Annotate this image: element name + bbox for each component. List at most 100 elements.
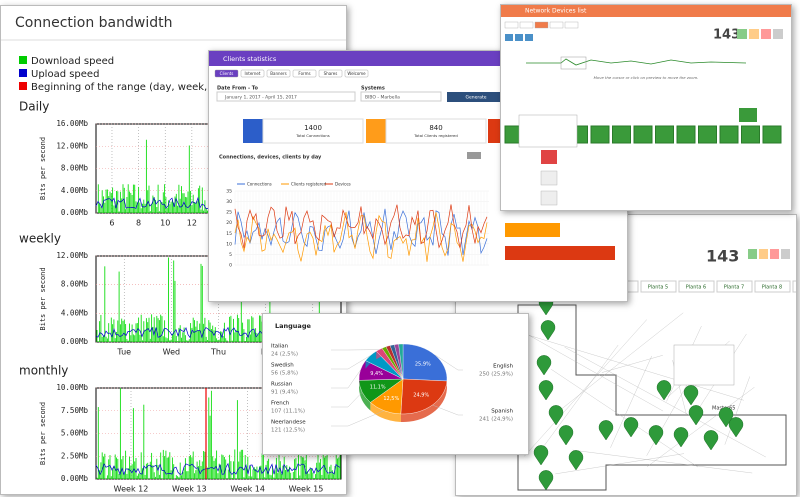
device[interactable] [739,108,757,122]
device[interactable] [590,125,610,144]
wall [524,319,647,457]
wall [520,332,744,401]
tab[interactable] [792,280,796,293]
toolbar-button[interactable] [549,21,564,29]
generate-button[interactable] [447,92,505,102]
title: Language [275,322,311,330]
systems-value: BIBO - Marbella [365,95,400,101]
device[interactable] [655,125,674,144]
stat-label: Total Clients registered [413,133,458,138]
device[interactable] [541,150,557,164]
device[interactable] [719,125,739,144]
popup [673,344,735,386]
stat-box [385,118,487,144]
ap-marker[interactable] [538,470,554,491]
tab[interactable] [240,69,265,78]
stat-icon [488,119,500,143]
x-tick-label: Week 12 [114,485,149,494]
tab-label: Banners [270,71,286,76]
toolbar-button[interactable] [505,34,513,41]
device[interactable] [612,125,631,144]
ap-marker[interactable] [533,445,549,466]
ap-marker[interactable] [656,380,672,401]
wall [610,355,652,448]
ap-marker[interactable] [688,405,704,426]
hint: Move the cursor or click on preview to m… [594,75,699,80]
legend-label: Connections [247,182,272,187]
toolbar-button[interactable] [515,34,523,41]
tab[interactable] [318,69,343,78]
systems-select[interactable] [360,91,442,102]
wall [601,355,663,373]
device[interactable] [540,190,558,206]
floor-outline [517,304,787,491]
device[interactable] [741,125,760,144]
device[interactable] [633,125,653,144]
ap-marker[interactable] [673,427,689,448]
y-tick-label: 16.00Mb [56,119,88,128]
tab[interactable] [266,69,291,78]
date-input[interactable] [216,91,356,102]
toolbar-button[interactable] [504,21,519,29]
ap-marker[interactable] [648,425,664,446]
device[interactable] [676,125,696,144]
stat-box [262,118,364,144]
tab[interactable] [214,69,239,78]
bg-bar [505,223,560,237]
ap-marker[interactable] [623,417,639,438]
legend-name: English [493,364,513,370]
leader [432,404,463,416]
series-line [234,204,488,249]
status [749,29,759,39]
legend-count: 56 (5,8%) [271,371,298,377]
toolbar-button[interactable] [564,21,579,29]
slice [402,343,448,382]
status [759,249,768,259]
x-tick-label: Week 15 [289,485,324,494]
device[interactable] [540,170,558,186]
ap-marker[interactable] [536,355,552,376]
ap-marker[interactable] [568,450,584,471]
tab[interactable] [716,280,753,293]
y-tick-label: 0.00Mb [61,474,89,483]
toolbar-button[interactable] [519,21,534,29]
legend-count: 107 (11,1%) [271,409,305,415]
device[interactable] [762,125,782,144]
tab-label: Clients [220,71,234,76]
tab[interactable] [292,69,317,78]
legend-label: Clients registered [291,182,327,187]
ap-marker[interactable] [548,405,564,426]
header [501,5,791,17]
toolbar-button[interactable] [534,21,549,29]
device[interactable] [698,125,717,144]
y-tick-label: 4.00Mb [61,308,89,317]
menu-button[interactable] [467,152,481,159]
y-tick-label: 0.00Mb [61,337,89,346]
tab-label: Planta 8 [762,285,782,291]
toolbar-button[interactable] [525,34,533,41]
ap-marker[interactable] [558,425,574,446]
ap-marker[interactable] [598,420,614,441]
y-tick-label: 5.00Mb [61,429,89,438]
ap-marker[interactable] [538,380,554,401]
slice-label: 12,5% [383,396,399,402]
y-tick-label: 0.00Mb [61,208,89,217]
tab[interactable] [344,69,369,78]
legend-name: French [271,401,290,407]
tab[interactable] [640,280,677,293]
stat-value: 840 [429,124,442,132]
y-tick-label: 8.00Mb [61,280,89,289]
tab[interactable] [678,280,715,293]
y-tick-label: 4.00Mb [61,186,89,195]
ap-marker[interactable] [540,320,556,341]
tab[interactable] [754,280,791,293]
status [737,29,747,39]
axis-label: Bits per second [39,137,47,200]
ap-marker[interactable] [718,407,734,428]
wall [724,376,750,445]
tab-label: Planta 7 [724,285,744,291]
ap-marker[interactable] [728,417,744,438]
ap-marker[interactable] [703,430,719,451]
ap-marker[interactable] [683,385,699,406]
clients-svg: Clients statistics Date From - To Januar… [209,51,627,269]
